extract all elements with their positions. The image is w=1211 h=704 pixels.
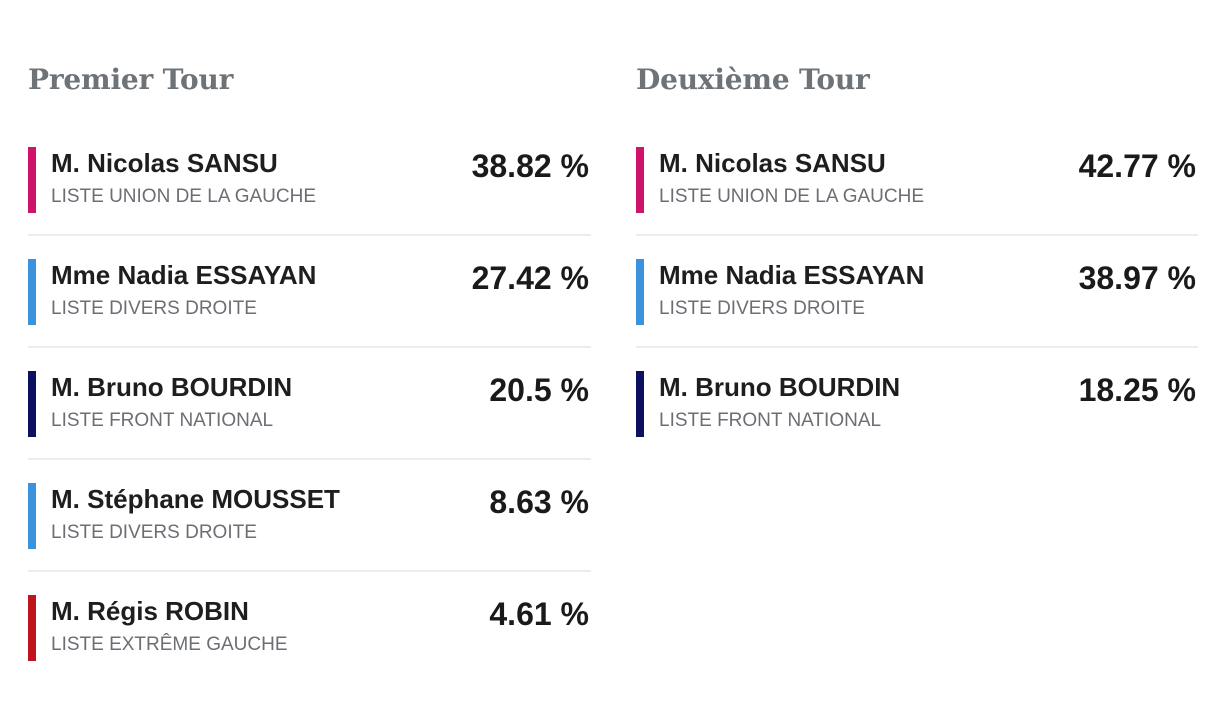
candidate-name: M. Bruno BOURDIN	[659, 372, 901, 402]
candidate-name: M. Stéphane MOUSSET	[51, 484, 340, 514]
party-color-bar	[28, 371, 36, 437]
party-color-bar	[636, 147, 644, 213]
first-round-list: M. Nicolas SANSU LISTE UNION DE LA GAUCH…	[28, 124, 591, 684]
candidate-name: Mme Nadia ESSAYAN	[659, 260, 925, 290]
result-row: M. Nicolas SANSU LISTE UNION DE LA GAUCH…	[28, 124, 591, 236]
result-row: Mme Nadia ESSAYAN LISTE DIVERS DROITE 38…	[636, 236, 1198, 348]
result-row: M. Nicolas SANSU LISTE UNION DE LA GAUCH…	[636, 124, 1198, 236]
candidate-name: M. Nicolas SANSU	[659, 148, 886, 178]
candidate-name: Mme Nadia ESSAYAN	[51, 260, 317, 290]
list-name: LISTE DIVERS DROITE	[51, 298, 257, 319]
result-row: M. Bruno BOURDIN LISTE FRONT NATIONAL 18…	[636, 348, 1198, 460]
party-color-bar	[636, 371, 644, 437]
first-round-title: Premier Tour	[28, 63, 234, 96]
list-name: LISTE UNION DE LA GAUCHE	[659, 186, 925, 207]
second-round-title: Deuxième Tour	[636, 63, 870, 96]
result-row: M. Bruno BOURDIN LISTE FRONT NATIONAL 20…	[28, 348, 591, 460]
result-row: Mme Nadia ESSAYAN LISTE DIVERS DROITE 27…	[28, 236, 591, 348]
candidate-name: M. Régis ROBIN	[51, 596, 249, 626]
candidate-name: M. Nicolas SANSU	[51, 148, 278, 178]
list-name: LISTE DIVERS DROITE	[51, 522, 257, 543]
vote-percentage: 27.42 %	[471, 260, 589, 296]
party-color-bar	[28, 147, 36, 213]
vote-percentage: 8.63 %	[489, 484, 589, 520]
second-round-list: M. Nicolas SANSU LISTE UNION DE LA GAUCH…	[636, 124, 1198, 460]
party-color-bar	[28, 259, 36, 325]
result-row: M. Régis ROBIN LISTE EXTRÊME GAUCHE 4.61…	[28, 572, 591, 684]
candidate-name: M. Bruno BOURDIN	[51, 372, 293, 402]
list-name: LISTE EXTRÊME GAUCHE	[51, 634, 288, 655]
list-name: LISTE FRONT NATIONAL	[659, 410, 882, 431]
vote-percentage: 38.82 %	[471, 148, 589, 184]
vote-percentage: 38.97 %	[1078, 260, 1196, 296]
vote-percentage: 18.25 %	[1078, 372, 1196, 408]
party-color-bar	[636, 259, 644, 325]
vote-percentage: 42.77 %	[1078, 148, 1196, 184]
party-color-bar	[28, 595, 36, 661]
party-color-bar	[28, 483, 36, 549]
list-name: LISTE UNION DE LA GAUCHE	[51, 186, 317, 207]
result-row: M. Stéphane MOUSSET LISTE DIVERS DROITE …	[28, 460, 591, 572]
vote-percentage: 4.61 %	[489, 596, 589, 632]
vote-percentage: 20.5 %	[489, 372, 589, 408]
list-name: LISTE DIVERS DROITE	[659, 298, 865, 319]
list-name: LISTE FRONT NATIONAL	[51, 410, 274, 431]
